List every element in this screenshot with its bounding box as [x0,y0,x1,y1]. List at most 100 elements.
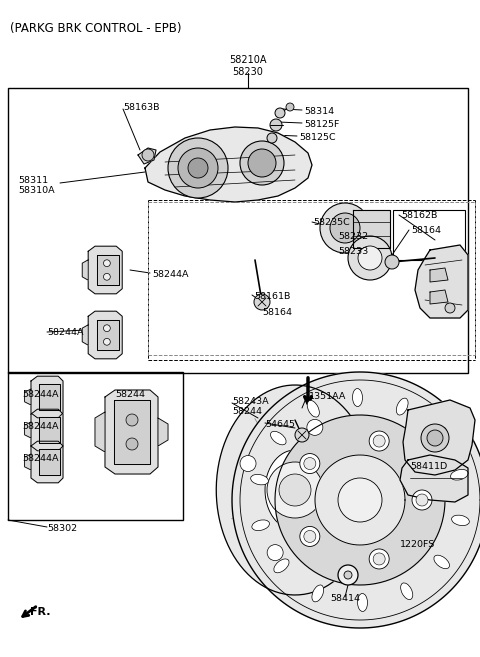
Text: 58125F: 58125F [304,120,339,129]
Text: 58161B: 58161B [254,292,290,301]
Circle shape [240,455,256,472]
Circle shape [295,428,309,442]
Text: 58414: 58414 [330,594,360,603]
Circle shape [267,133,277,143]
Polygon shape [39,449,60,475]
Polygon shape [82,325,88,345]
Polygon shape [96,255,119,285]
Circle shape [385,255,399,269]
Polygon shape [138,148,156,164]
Circle shape [104,273,110,280]
Circle shape [348,236,392,280]
Polygon shape [95,412,105,452]
Circle shape [307,419,323,436]
Ellipse shape [434,555,449,569]
Circle shape [188,158,208,178]
Polygon shape [31,376,63,418]
Text: 58311
58310A: 58311 58310A [18,176,55,195]
Circle shape [286,103,294,111]
Polygon shape [232,372,480,628]
Circle shape [104,338,110,345]
Polygon shape [31,409,63,451]
Polygon shape [114,400,150,464]
Text: 58302: 58302 [47,524,77,533]
Polygon shape [403,400,475,475]
Circle shape [344,571,352,579]
Ellipse shape [396,398,408,415]
Polygon shape [415,245,468,318]
Circle shape [104,325,110,332]
Ellipse shape [274,559,289,573]
Circle shape [421,424,449,452]
Polygon shape [158,418,168,446]
Text: 58411D: 58411D [410,462,447,471]
Ellipse shape [252,520,269,531]
Polygon shape [31,442,63,483]
Circle shape [270,119,282,131]
Text: 58235C: 58235C [313,218,350,227]
Circle shape [330,213,360,243]
Ellipse shape [401,583,413,600]
Circle shape [369,431,389,451]
Polygon shape [105,390,158,474]
Text: 58232: 58232 [338,232,368,241]
Text: 54645: 54645 [265,420,295,429]
Polygon shape [39,417,60,443]
Circle shape [320,203,370,253]
Circle shape [412,490,432,510]
Text: 58314: 58314 [304,107,334,116]
Text: FR.: FR. [30,607,50,617]
Circle shape [267,545,283,560]
Circle shape [334,509,350,524]
Polygon shape [430,290,448,304]
Ellipse shape [431,427,446,441]
Text: 58244A: 58244A [22,454,59,463]
Bar [393,210,465,260]
Circle shape [304,457,316,470]
Text: 58244A: 58244A [22,422,59,431]
Ellipse shape [451,470,468,480]
Text: 58164: 58164 [262,308,292,317]
Polygon shape [24,422,31,438]
Circle shape [373,435,385,447]
Circle shape [267,462,323,518]
Circle shape [240,141,284,185]
Ellipse shape [452,515,469,526]
Polygon shape [315,455,405,545]
Circle shape [142,149,154,161]
Circle shape [338,478,382,522]
Circle shape [126,438,138,450]
Text: 1220FS: 1220FS [400,540,435,549]
Circle shape [168,138,228,198]
Ellipse shape [358,593,368,612]
Polygon shape [216,385,374,595]
Circle shape [279,474,311,506]
Circle shape [445,303,455,313]
Ellipse shape [271,432,286,445]
Text: 58162B: 58162B [401,211,437,220]
Text: 58164: 58164 [411,226,441,235]
Circle shape [126,414,138,426]
Polygon shape [275,415,445,585]
Ellipse shape [312,585,324,602]
Circle shape [427,430,443,446]
Ellipse shape [352,388,362,407]
Polygon shape [265,450,325,530]
Bar [8,372,183,520]
Text: (PARKG BRK CONTROL - EPB): (PARKG BRK CONTROL - EPB) [10,22,181,35]
Circle shape [416,494,428,506]
Circle shape [248,149,276,177]
Polygon shape [400,455,468,502]
Text: 58244A: 58244A [22,390,59,399]
Polygon shape [82,260,88,280]
Text: 58233: 58233 [338,247,368,256]
Polygon shape [88,246,122,294]
Ellipse shape [251,474,268,485]
Circle shape [300,453,320,474]
Text: 58163B: 58163B [123,103,159,112]
Circle shape [373,553,385,565]
Polygon shape [88,311,122,359]
Circle shape [178,148,218,188]
Text: 58125C: 58125C [299,133,336,142]
Polygon shape [24,389,31,405]
